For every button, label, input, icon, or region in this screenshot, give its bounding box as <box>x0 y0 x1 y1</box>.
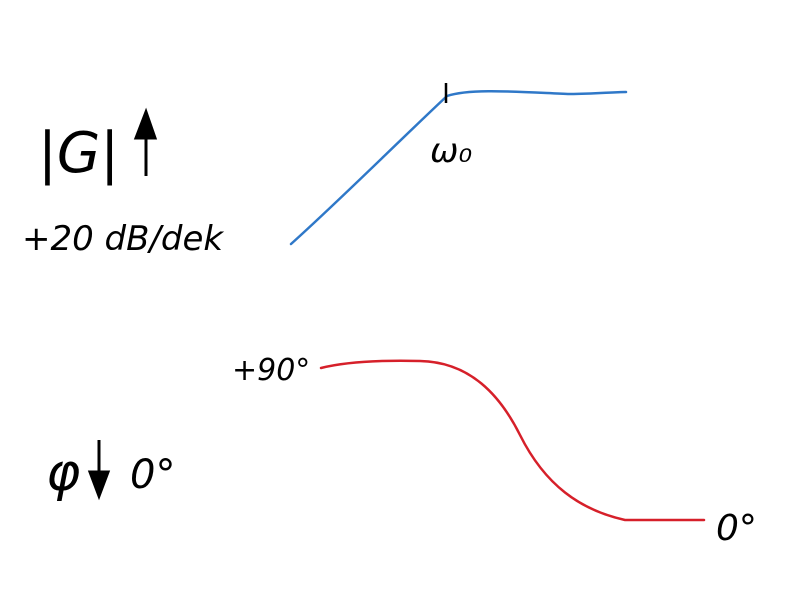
arrow-down-icon <box>87 440 111 501</box>
phase-end-label: 0° <box>716 508 757 549</box>
phase-curve <box>319 359 706 522</box>
magnitude-symbol: |G| <box>38 121 119 186</box>
phase-start-label: +90° <box>232 353 310 388</box>
magnitude-curve <box>289 89 628 246</box>
phase-label-group: φ 0° <box>46 440 175 503</box>
slope-label: +20 dB/dek <box>22 219 224 259</box>
magnitude-label-group: |G| <box>38 107 158 186</box>
arrow-up-icon <box>133 107 158 176</box>
corner-frequency-label: ω₀ <box>430 131 472 171</box>
phase-zero-label: 0° <box>130 452 175 498</box>
phase-symbol: φ <box>46 443 80 503</box>
